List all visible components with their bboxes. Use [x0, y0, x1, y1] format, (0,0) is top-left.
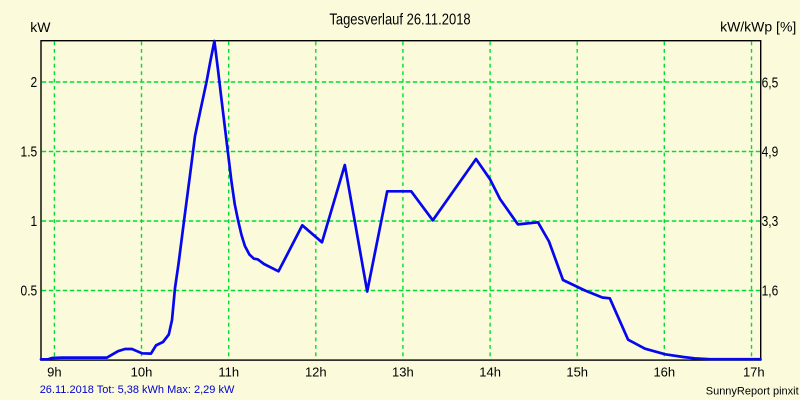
svg-text:3,3: 3,3: [762, 213, 779, 229]
svg-text:14h: 14h: [479, 364, 501, 379]
svg-text:kW/kWp [%]: kW/kWp [%]: [720, 18, 796, 34]
svg-text:9h: 9h: [47, 364, 61, 379]
svg-text:12h: 12h: [305, 364, 327, 379]
svg-text:10h: 10h: [131, 364, 153, 379]
svg-text:1: 1: [31, 213, 38, 229]
svg-text:16h: 16h: [653, 364, 675, 379]
svg-text:kW: kW: [30, 19, 51, 35]
svg-text:2: 2: [31, 74, 38, 90]
svg-text:SunnyReport pinxit: SunnyReport pinxit: [706, 385, 799, 397]
svg-text:6,5: 6,5: [762, 74, 779, 90]
svg-text:17h: 17h: [743, 364, 765, 379]
svg-text:26.11.2018 Tot: 5,38 kWh Max:: 26.11.2018 Tot: 5,38 kWh Max: 2,29 kW: [40, 384, 235, 396]
svg-text:1,6: 1,6: [762, 282, 779, 298]
svg-text:1.5: 1.5: [21, 143, 38, 159]
svg-text:4,9: 4,9: [762, 143, 779, 159]
svg-text:13h: 13h: [392, 364, 414, 379]
svg-text:Tagesverlauf 26.11.2018: Tagesverlauf 26.11.2018: [329, 11, 470, 28]
svg-text:15h: 15h: [566, 364, 588, 379]
svg-text:11h: 11h: [218, 364, 239, 379]
svg-text:0.5: 0.5: [21, 282, 38, 298]
